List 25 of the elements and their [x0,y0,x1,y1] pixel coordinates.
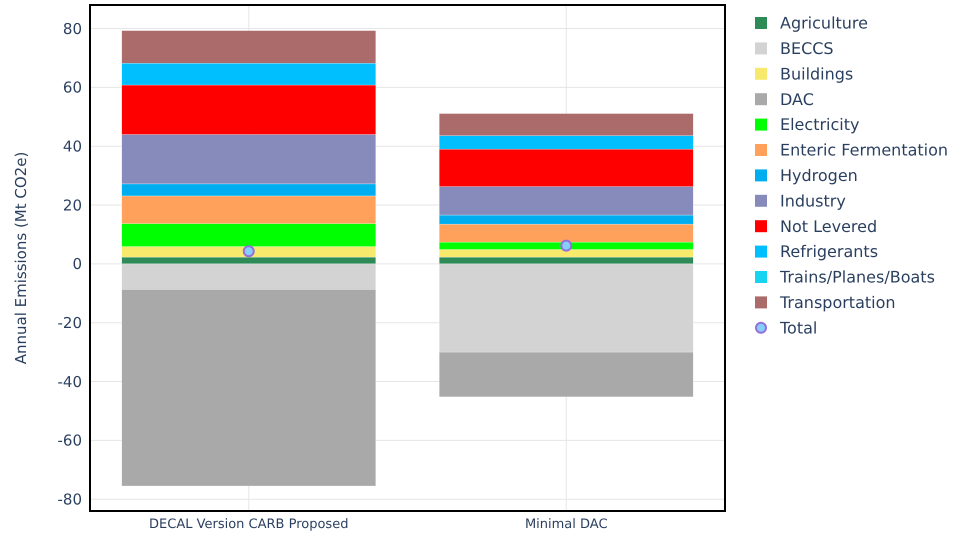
legend-label: Transportation [779,293,896,312]
legend-label: Hydrogen [780,166,858,185]
legend-label: DAC [780,90,814,109]
legend-label: Trains/Planes/Boats [779,268,935,287]
y-tick-label: 20 [62,196,82,214]
legend-label: Total [779,318,818,338]
y-axis-title: Annual Emissions (Mt CO2e) [12,152,30,364]
y-tick-label: 60 [62,78,82,97]
legend-label: Buildings [780,64,854,84]
legend-label: Refrigerants [780,242,878,262]
x-tick-label: Minimal DAC [524,517,608,532]
y-tick-label: -60 [58,432,82,450]
y-tick-label: 40 [62,137,82,156]
legend-label: Not Levered [780,216,878,236]
y-tick-label: 0 [72,255,82,274]
y-tick-label: 80 [62,20,82,38]
legend-label: Electricity [780,115,860,134]
legend-label: Agriculture [780,14,868,33]
legend-label: Enteric Fermentation [780,140,948,160]
y-tick-label: -80 [58,490,82,508]
legend-label: BECCS [780,39,834,58]
legend-label: Industry [780,191,846,210]
y-tick-label: -40 [58,372,82,391]
y-tick-label: -20 [58,314,82,332]
x-tick-label: DECAL Version CARB Proposed [149,517,348,532]
